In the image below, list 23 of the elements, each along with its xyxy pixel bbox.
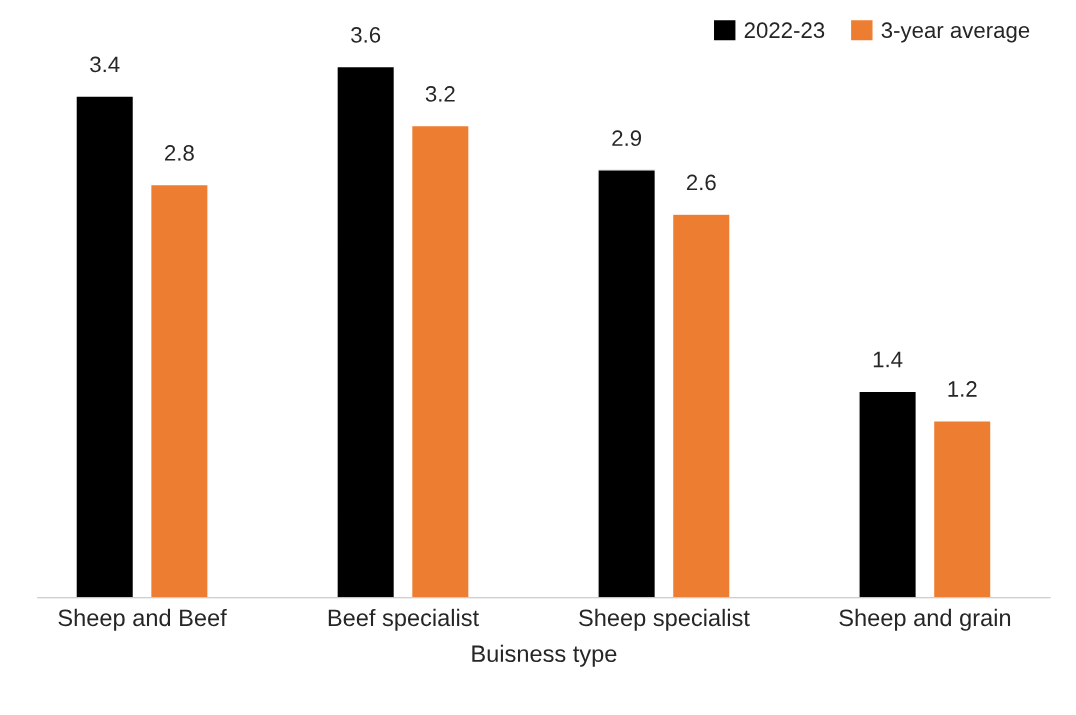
bar xyxy=(336,65,396,598)
data-label: 3.4 xyxy=(90,56,120,73)
x-axis-title: Buisness type xyxy=(472,644,617,667)
data-label: 2.6 xyxy=(686,174,716,191)
x-tick-label: Sheep and grain xyxy=(839,608,1011,631)
bar xyxy=(75,95,135,598)
bar xyxy=(597,169,657,598)
bar xyxy=(858,390,917,598)
data-label: 1.2 xyxy=(948,381,977,397)
data-label: 1.4 xyxy=(873,351,903,368)
data-label: 2.9 xyxy=(612,130,642,147)
bar xyxy=(410,124,470,598)
data-label: 3.2 xyxy=(425,86,455,102)
data-label: 2.8 xyxy=(165,145,194,161)
bar xyxy=(932,419,992,598)
x-tick-label: Sheep and Beef xyxy=(58,608,227,631)
bar xyxy=(671,213,731,598)
bar xyxy=(149,183,209,598)
x-tick-label: Sheep specialist xyxy=(579,608,750,631)
data-label: 3.6 xyxy=(351,27,381,43)
x-tick-label: Beef specialist xyxy=(328,608,479,631)
legend-label: 3-year average xyxy=(881,22,1030,43)
legend-label: 2022-23 xyxy=(744,22,825,39)
